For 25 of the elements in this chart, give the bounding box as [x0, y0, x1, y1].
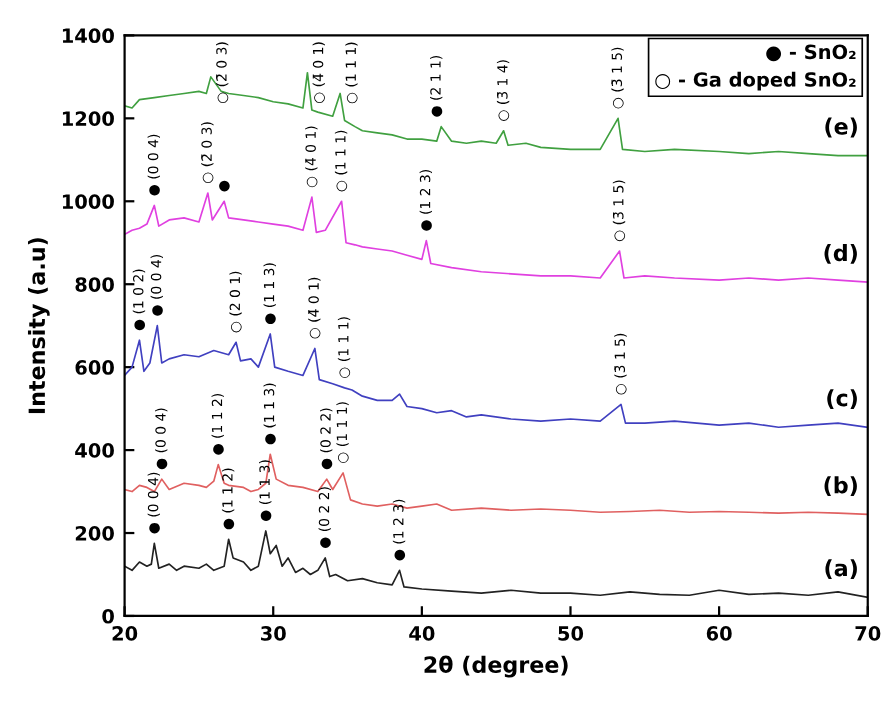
y-axis-title: Intensity (a.u) [27, 238, 50, 414]
x-axis-title: 2θ (degree) [424, 655, 568, 678]
y-tick-label: 600 [75, 360, 114, 375]
series-label: (c) [827, 389, 857, 409]
y-tick-label: 200 [75, 525, 114, 541]
line-series [124, 530, 868, 599]
x-tick-label: 40 [409, 626, 435, 641]
annotation: ○ - Ga doped SnO₂ [655, 71, 856, 91]
x-tick-label: 70 [855, 626, 881, 641]
x-tick-label: 50 [558, 626, 584, 641]
x-tick-label: 20 [112, 626, 138, 641]
series-label: (e) [825, 117, 857, 138]
y-tick-label: 400 [75, 443, 114, 458]
x-tick-label: 60 [706, 626, 732, 641]
y-tick-label: 1200 [62, 111, 114, 126]
x-tick-label: 30 [261, 626, 286, 641]
y-tick-label: 0 [102, 608, 114, 624]
series-label: (d) [824, 244, 857, 264]
y-tick-label: 800 [75, 277, 114, 292]
series-label: (b) [824, 476, 857, 497]
y-tick-label: 1400 [62, 28, 114, 44]
y-tick-label: 1000 [62, 194, 114, 209]
annotation: ● - SnO₂ [766, 44, 856, 62]
series-label: (a) [825, 559, 857, 580]
line-series [124, 71, 868, 157]
